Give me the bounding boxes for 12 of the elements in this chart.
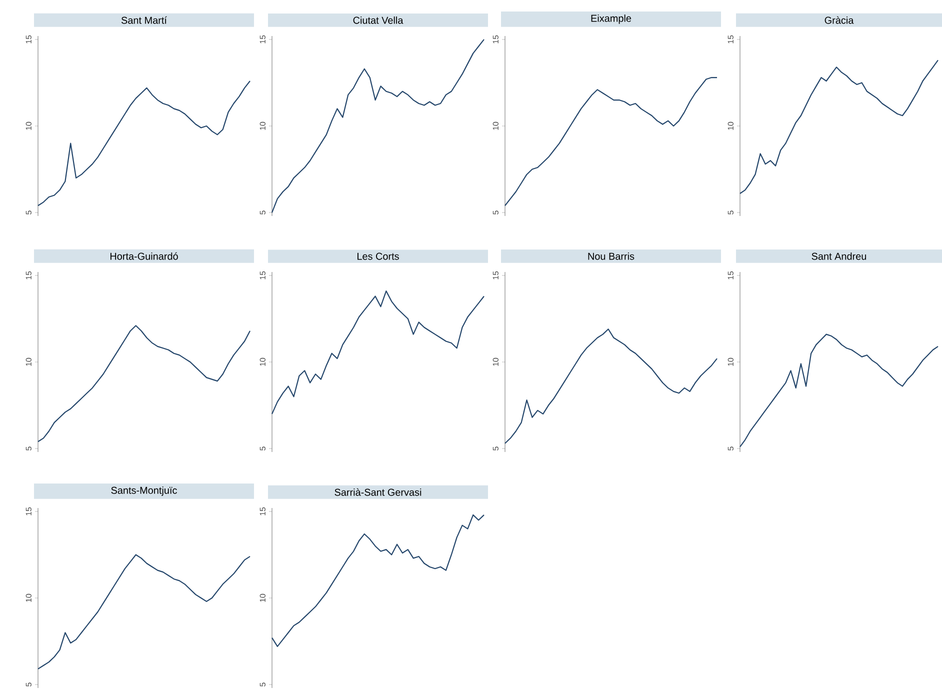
chart-title: Sarrià-Sant Gervasi	[334, 488, 422, 496]
chart-title: Eixample	[591, 14, 632, 24]
chart-title: Ciutat Vella	[353, 16, 404, 24]
chart-title: Nou Barris	[588, 252, 634, 260]
chart-title: Sant Martí	[121, 16, 167, 24]
line-series	[504, 76, 718, 206]
chart-title: Sants-Montjuïc	[111, 486, 177, 496]
chart-title: Sant Andreu	[812, 252, 866, 260]
chart-title: Gràcia	[824, 16, 854, 24]
line-series	[271, 38, 485, 214]
chart-title: Horta-Guinardó	[110, 252, 178, 260]
chart-title: Les Corts	[358, 252, 399, 260]
